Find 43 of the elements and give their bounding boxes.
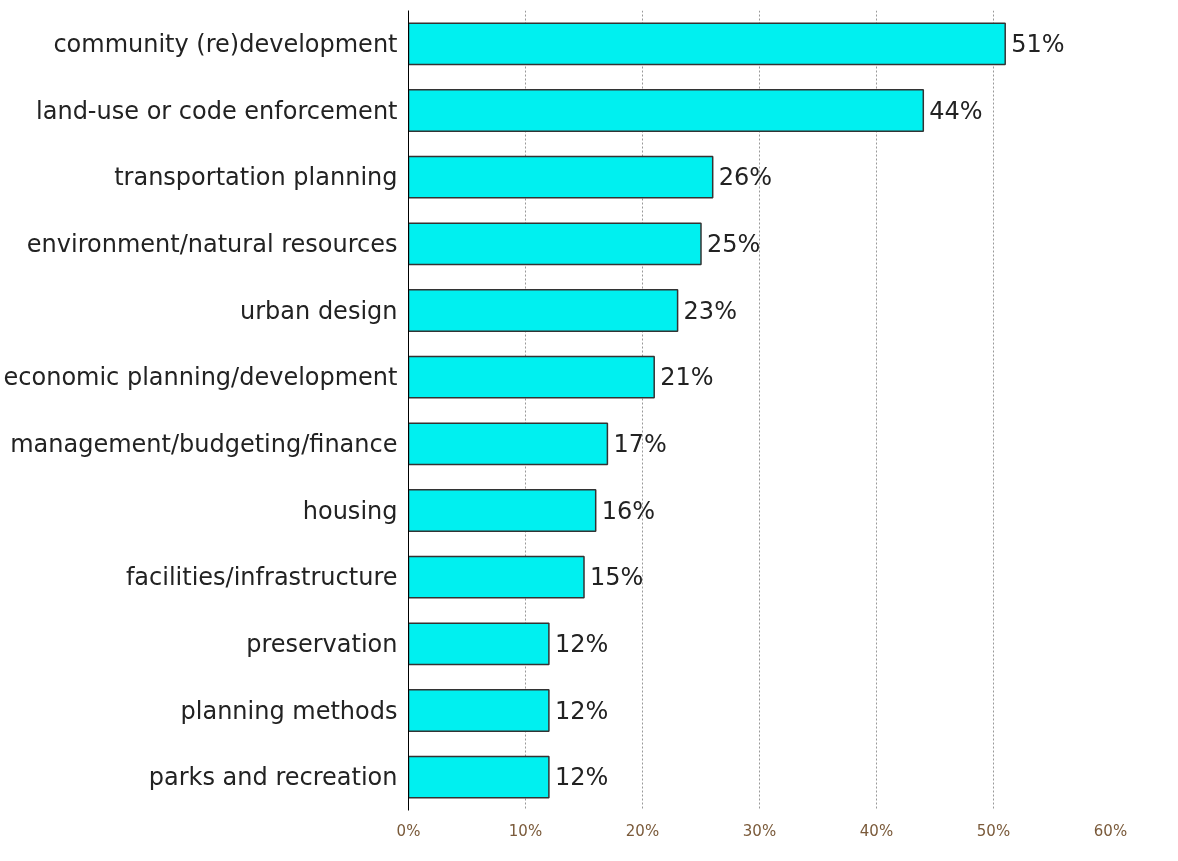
- data-label: 16%: [601, 496, 656, 525]
- y-tick-label: transportation planning: [114, 163, 398, 192]
- data-label: 17%: [613, 429, 667, 458]
- y-tick-label: parks and recreation: [148, 763, 398, 792]
- x-tick-label: 50%: [976, 821, 1011, 840]
- bar: [408, 422, 609, 466]
- y-tick-label: preservation: [246, 629, 398, 658]
- x-tick-label: 20%: [625, 821, 660, 840]
- data-label: 15%: [590, 563, 644, 592]
- data-label: 23%: [683, 296, 737, 325]
- bar: [408, 555, 585, 599]
- bar: [408, 755, 550, 799]
- y-tick-label: urban design: [240, 296, 398, 325]
- x-tick-label: 40%: [859, 821, 894, 840]
- x-tick-label: 60%: [1093, 821, 1128, 840]
- y-tick-label: facilities/infrastructure: [125, 563, 398, 592]
- bar: [408, 89, 925, 132]
- bar: [408, 155, 714, 199]
- data-label: 44%: [929, 96, 983, 125]
- bar: [408, 355, 655, 399]
- y-tick-label: housing: [302, 496, 398, 525]
- bar: [408, 622, 550, 666]
- data-label: 12%: [554, 763, 609, 792]
- bar: [408, 222, 702, 266]
- data-label: 12%: [554, 629, 609, 658]
- data-label: 21%: [660, 363, 714, 392]
- y-tick-label: management/budgeting/finance: [10, 429, 398, 458]
- y-tick-label: planning methods: [180, 696, 398, 725]
- bar: [408, 22, 1006, 66]
- x-tick-label: 10%: [508, 821, 543, 840]
- data-label: 25%: [707, 229, 761, 258]
- y-tick-label: land-use or code enforcement: [36, 96, 398, 125]
- data-label: 51%: [1011, 29, 1065, 58]
- y-tick-label: community (re)development: [53, 29, 398, 58]
- bar: [408, 489, 597, 532]
- data-label: 26%: [718, 163, 773, 192]
- bar: [408, 289, 679, 332]
- bar: [408, 689, 550, 732]
- y-tick-label: environment/natural resources: [26, 229, 398, 258]
- y-tick-label: economic planning/development: [3, 363, 398, 392]
- x-tick-label: 0%: [396, 821, 421, 840]
- x-tick-label: 30%: [742, 821, 777, 840]
- data-label: 12%: [554, 696, 609, 725]
